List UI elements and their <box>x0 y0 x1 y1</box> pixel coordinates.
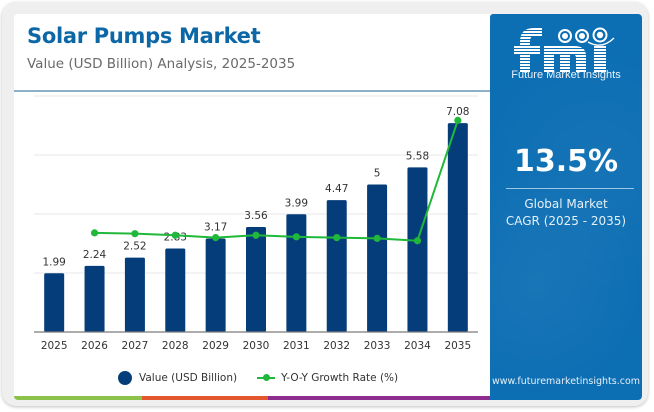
bar-2031 <box>286 214 307 332</box>
x-tick-label: 2030 <box>243 340 270 352</box>
bar-data-label: 3.99 <box>285 197 308 209</box>
bar-data-label: 7.08 <box>446 106 469 118</box>
page-title: Solar Pumps Market <box>27 24 261 48</box>
bar-data-label: 2.24 <box>83 249 107 261</box>
cagr-divider <box>506 188 634 189</box>
bar-2028 <box>165 248 186 332</box>
bar-data-label: 5 <box>374 168 381 180</box>
bar-data-label: 4.47 <box>325 183 348 195</box>
x-tick-label: 2035 <box>444 340 471 352</box>
bar-2032 <box>326 200 347 332</box>
growth-rate-point <box>292 233 300 241</box>
growth-rate-point <box>252 231 260 239</box>
x-tick-label: 2034 <box>404 340 431 352</box>
logo-caption: Future Market Insights <box>511 69 621 81</box>
legend-line-label: Y-O-Y Growth Rate (%) <box>281 372 399 384</box>
stripe-green <box>14 396 142 400</box>
bar-data-label: 3.17 <box>204 221 227 233</box>
growth-rate-point <box>373 234 381 242</box>
cagr-label-line1: Global Market <box>524 197 608 211</box>
growth-rate-point <box>90 229 99 237</box>
x-tick-label: 2026 <box>81 340 108 352</box>
x-tick-label: 2028 <box>162 340 189 352</box>
fmi-logo-icon <box>514 27 615 72</box>
x-tick-label: 2033 <box>364 340 391 352</box>
growth-rate-point <box>454 116 462 124</box>
bar-data-label: 2.52 <box>123 241 146 253</box>
x-tick-label: 2027 <box>122 340 149 352</box>
card-frame: Solar Pumps Market Value (USD Billion) A… <box>2 2 648 406</box>
legend-bar-label: Value (USD Billion) <box>139 372 238 384</box>
website-link[interactable]: www.futuremarketinsights.com <box>491 376 641 387</box>
x-tick-label: 2032 <box>323 340 350 352</box>
stripe-orange <box>142 396 268 400</box>
cagr-label-line2: CAGR (2025 - 2035) <box>505 214 627 228</box>
page-subtitle: Value (USD Billion) Analysis, 2025-2035 <box>27 56 296 72</box>
cagr-value: 13.5% <box>513 144 619 179</box>
legend-line-swatch-icon <box>257 373 276 383</box>
x-tick-label: 2025 <box>41 340 68 352</box>
growth-rate-point <box>413 237 422 245</box>
growth-rate-point <box>171 231 179 239</box>
chart-legend: Value (USD Billion) Y-O-Y Growth Rate (%… <box>118 371 398 385</box>
legend-bar-swatch-icon <box>118 371 132 385</box>
stripe-purple <box>268 396 490 400</box>
bar-data-label: 1.99 <box>42 256 65 268</box>
side-panel: Future Market Insights 13.5% Global Mark… <box>490 14 642 400</box>
growth-rate-point <box>212 234 220 242</box>
bar-line-chart: 1.992.242.522.833.173.563.994.4755.587.0… <box>34 95 478 352</box>
infographic-card: Solar Pumps Market Value (USD Billion) A… <box>14 14 642 400</box>
bar-data-label: 3.56 <box>244 210 268 222</box>
bar-2035 <box>447 123 468 332</box>
x-tick-label: 2029 <box>202 340 229 352</box>
bar-2033 <box>367 184 388 332</box>
growth-rate-point <box>131 230 139 238</box>
bar-2034 <box>407 167 428 332</box>
bar-2029 <box>205 238 226 332</box>
header-divider <box>14 90 490 92</box>
bar-2027 <box>124 257 145 332</box>
bar-data-label: 5.58 <box>406 150 429 162</box>
growth-rate-line <box>94 120 459 242</box>
growth-rate-point <box>333 234 341 242</box>
bar-2026 <box>84 265 105 332</box>
cagr-label: Global Market CAGR (2025 - 2035) <box>490 196 642 230</box>
x-tick-label: 2031 <box>283 340 310 352</box>
bar-2025 <box>44 273 65 332</box>
bar-2030 <box>246 226 266 332</box>
